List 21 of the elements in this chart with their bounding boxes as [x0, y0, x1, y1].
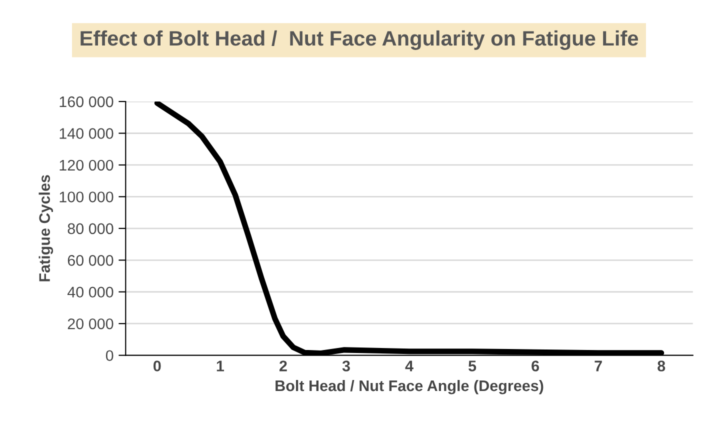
- x-tick-label: 0: [154, 360, 161, 372]
- x-tick-label: 7: [594, 360, 602, 372]
- x-axis-title: Bolt Head / Nut Face Angle (Degrees): [276, 380, 544, 394]
- x-tick-label: 2: [279, 360, 287, 372]
- y-tick-label: 40 000: [67, 286, 114, 298]
- y-tick-label: 120 000: [60, 160, 114, 171]
- x-tick-label: 3: [342, 360, 350, 372]
- x-tick-label: 5: [468, 360, 476, 372]
- x-tick-label: 4: [405, 360, 414, 372]
- y-tick-label: 20 000: [68, 318, 114, 330]
- x-tick-label: 8: [658, 360, 666, 372]
- y-axis-title: Fatigue Cycles: [38, 175, 54, 282]
- y-tick-label: 140 000: [60, 128, 114, 139]
- y-tick-label: 0: [106, 350, 114, 362]
- y-tick-label: 160 000: [60, 96, 114, 108]
- x-tick-label: 1: [216, 360, 224, 372]
- y-tick-label: 80 000: [68, 223, 114, 234]
- y-tick-label: 60 000: [68, 255, 114, 266]
- y-tick-label: 100 000: [60, 192, 114, 202]
- x-tick-label: 6: [532, 360, 540, 372]
- chart-title: Effect of Bolt Head / Nut Face Angularity on Fatigue Life: [80, 30, 638, 50]
